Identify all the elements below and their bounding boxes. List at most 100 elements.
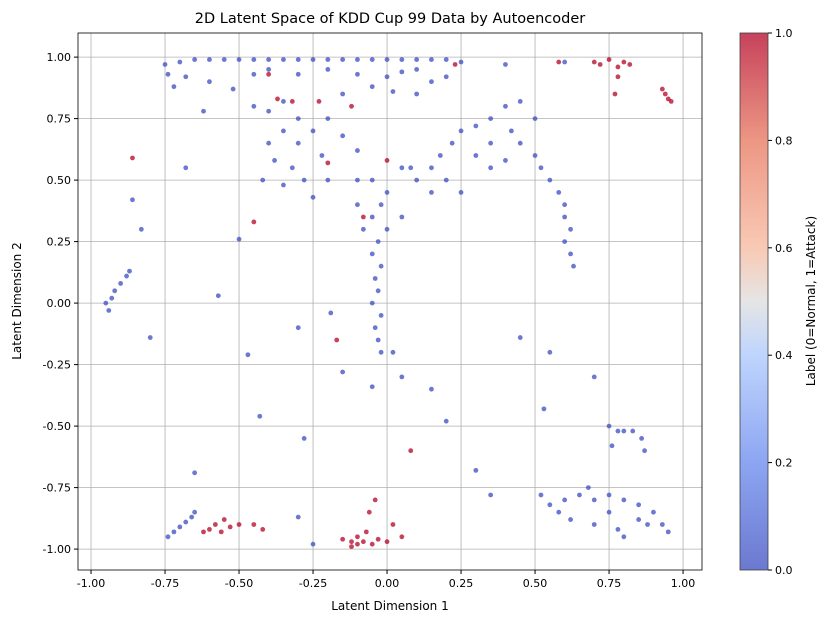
normal-point: [591, 497, 597, 503]
normal-point: [488, 492, 494, 498]
normal-point: [458, 59, 464, 65]
normal-point: [639, 435, 645, 441]
normal-point: [355, 148, 360, 153]
y-tick-label: 0.50: [47, 174, 72, 187]
normal-point: [310, 128, 316, 134]
normal-point: [473, 467, 479, 473]
normal-point: [488, 116, 494, 122]
attack-point: [218, 529, 224, 535]
normal-point: [355, 71, 360, 77]
normal-point: [429, 57, 434, 62]
normal-point: [183, 165, 189, 171]
x-axis-label: Latent Dimension 1: [331, 599, 449, 613]
normal-point: [473, 153, 479, 158]
normal-point: [372, 325, 378, 331]
attack-point: [369, 541, 375, 547]
x-tick-label: -1.00: [77, 577, 105, 590]
normal-point: [547, 349, 553, 355]
x-tick-label: 0.50: [523, 577, 548, 590]
normal-point: [659, 522, 665, 527]
normal-point: [372, 276, 378, 281]
normal-point: [355, 177, 360, 183]
normal-point: [192, 57, 198, 62]
normal-point: [207, 57, 212, 62]
normal-point: [124, 273, 129, 279]
normal-point: [642, 448, 647, 454]
y-tick-label: 1.00: [47, 51, 72, 64]
normal-point: [615, 428, 621, 434]
normal-point: [340, 133, 346, 139]
x-tick-label: 0.25: [449, 577, 474, 590]
normal-point: [192, 509, 198, 515]
normal-point: [375, 288, 381, 294]
normal-point: [568, 226, 573, 232]
attack-point: [360, 214, 366, 220]
normal-point: [295, 514, 301, 520]
attack-point: [316, 98, 322, 104]
normal-point: [532, 153, 538, 158]
normal-point: [517, 140, 523, 146]
attack-point: [130, 155, 135, 161]
attack-point: [363, 529, 369, 535]
chart-title: 2D Latent Space of KDD Cup 99 Data by Au…: [195, 11, 585, 27]
normal-point: [127, 268, 132, 274]
attack-point: [375, 536, 381, 542]
normal-point: [621, 497, 627, 503]
normal-point: [369, 177, 375, 183]
normal-point: [295, 140, 301, 146]
normal-point: [443, 418, 449, 424]
normal-point: [503, 158, 508, 163]
normal-point: [429, 79, 434, 85]
y-tick-label: 0.25: [47, 236, 72, 249]
attack-point: [384, 539, 390, 545]
normal-point: [295, 116, 301, 122]
attack-point: [349, 103, 354, 109]
attack-point: [251, 522, 257, 527]
normal-point: [295, 57, 301, 62]
normal-point: [310, 57, 316, 62]
normal-point: [281, 182, 286, 188]
normal-point: [340, 369, 346, 375]
normal-point: [221, 57, 227, 62]
normal-point: [360, 226, 366, 232]
normal-point: [606, 423, 612, 429]
attack-point: [390, 522, 396, 527]
normal-point: [538, 165, 544, 171]
attack-point: [384, 158, 390, 163]
colorbar-label: Label (0=Normal, 1=Attack): [804, 216, 818, 386]
colorbar-tick-label: 0.6: [775, 242, 793, 255]
normal-point: [281, 98, 286, 104]
y-tick-label: 0.75: [47, 113, 72, 126]
normal-point: [325, 57, 331, 62]
normal-point: [399, 57, 405, 62]
normal-point: [556, 190, 562, 195]
normal-point: [606, 492, 612, 498]
attack-point: [606, 57, 612, 62]
normal-point: [414, 177, 420, 183]
normal-point: [390, 89, 396, 94]
y-axis-label: Latent Dimension 2: [10, 242, 24, 360]
normal-point: [562, 59, 568, 65]
normal-point: [517, 98, 523, 104]
axis-ticks: -1.00 -0.75 -0.50 -0.25 0.00 0.25 0.50 0.75 1.00…: [43, 51, 696, 590]
normal-point: [230, 86, 236, 92]
attack-point: [591, 59, 597, 65]
normal-point: [399, 374, 405, 380]
normal-point: [236, 236, 242, 242]
attack-point: [408, 448, 414, 454]
normal-point: [577, 492, 582, 498]
normal-point: [106, 308, 112, 313]
normal-point: [130, 197, 135, 203]
normal-point: [399, 165, 405, 171]
normal-point: [215, 293, 221, 299]
normal-point: [547, 177, 553, 183]
attack-point: [355, 534, 360, 540]
normal-point: [375, 239, 381, 245]
normal-point: [591, 374, 597, 380]
attack-point: [236, 522, 242, 527]
normal-point: [541, 406, 547, 412]
y-tick-label: -0.25: [43, 359, 71, 372]
normal-point: [192, 470, 198, 476]
normal-point: [547, 502, 553, 508]
normal-point: [162, 62, 168, 67]
